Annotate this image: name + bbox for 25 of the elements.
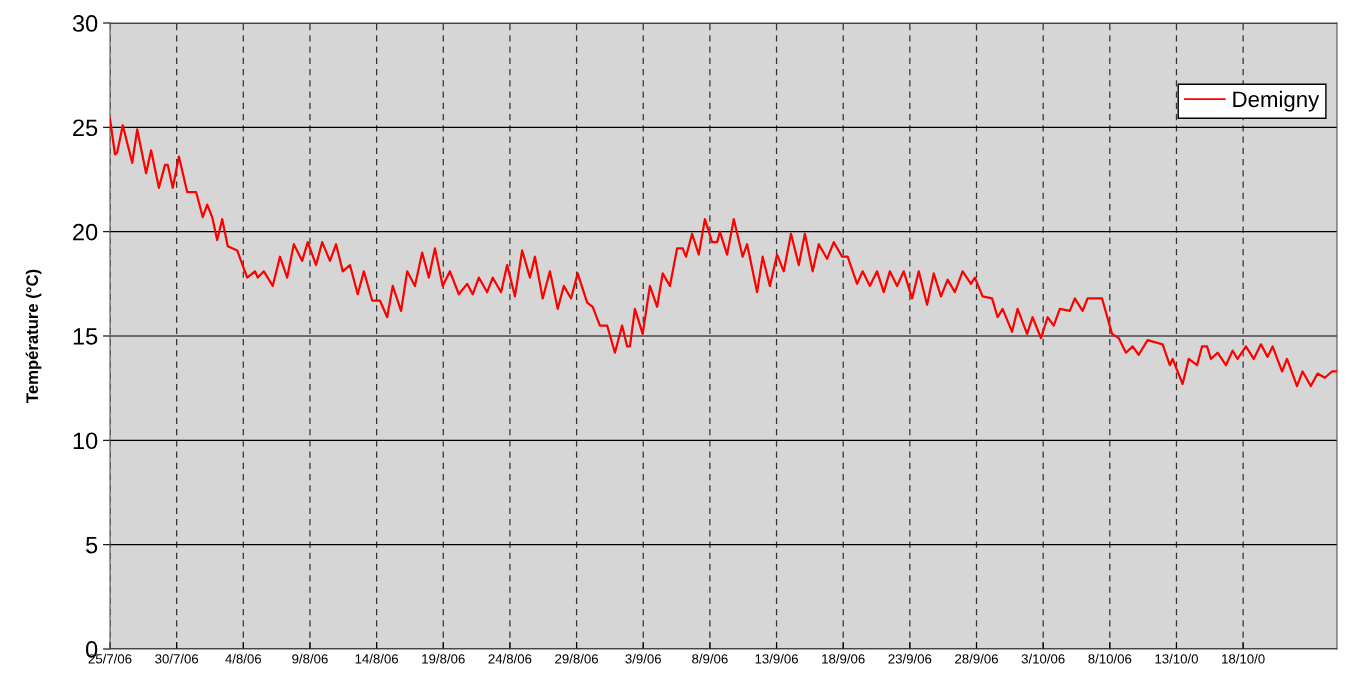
y-axis-title: Température (°C) <box>25 269 42 403</box>
x-tick-label: 28/9/06 <box>955 653 998 664</box>
x-tick-label: 3/10/06 <box>1021 653 1065 664</box>
x-tick-label: 3/9/06 <box>625 653 661 664</box>
x-tick-label: 8/9/06 <box>692 653 728 664</box>
legend-label: Demigny <box>1233 90 1320 112</box>
y-tick-label: 15 <box>73 328 98 345</box>
x-tick-label: 4/8/06 <box>225 653 262 664</box>
x-tick-label: 23/9/06 <box>888 653 932 664</box>
y-tick-label: 30 <box>72 15 98 32</box>
x-tick-label: 13/10/0 <box>1155 653 1198 664</box>
x-tick-label: 13/9/06 <box>755 653 798 664</box>
x-tick-label: 24/8/06 <box>488 653 532 664</box>
x-tick-label: 29/8/06 <box>555 653 599 664</box>
x-tick-label: 18/9/06 <box>822 653 865 664</box>
x-tick-label: 18/10/0 <box>1222 653 1265 664</box>
y-tick-label: 25 <box>73 119 98 137</box>
y-tick-label: 5 <box>86 536 98 554</box>
y-tick-label: 10 <box>73 432 98 450</box>
x-tick-label: 9/8/06 <box>292 653 328 664</box>
x-tick-label: 30/7/06 <box>155 653 199 664</box>
x-tick-label: 8/10/06 <box>1088 653 1132 664</box>
x-tick-label: 14/8/06 <box>355 653 399 664</box>
y-tick-label: 20 <box>73 223 98 241</box>
x-tick-label: 19/8/06 <box>422 653 465 664</box>
